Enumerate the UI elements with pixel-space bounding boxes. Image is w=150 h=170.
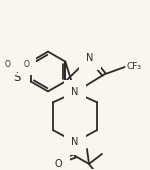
Text: O: O: [5, 60, 11, 69]
Text: CF₃: CF₃: [127, 62, 142, 71]
Text: N: N: [86, 53, 94, 63]
Text: N: N: [71, 87, 79, 97]
Text: S: S: [13, 71, 20, 84]
Text: N: N: [71, 137, 79, 147]
Text: O: O: [54, 159, 62, 169]
Text: O: O: [24, 60, 30, 69]
